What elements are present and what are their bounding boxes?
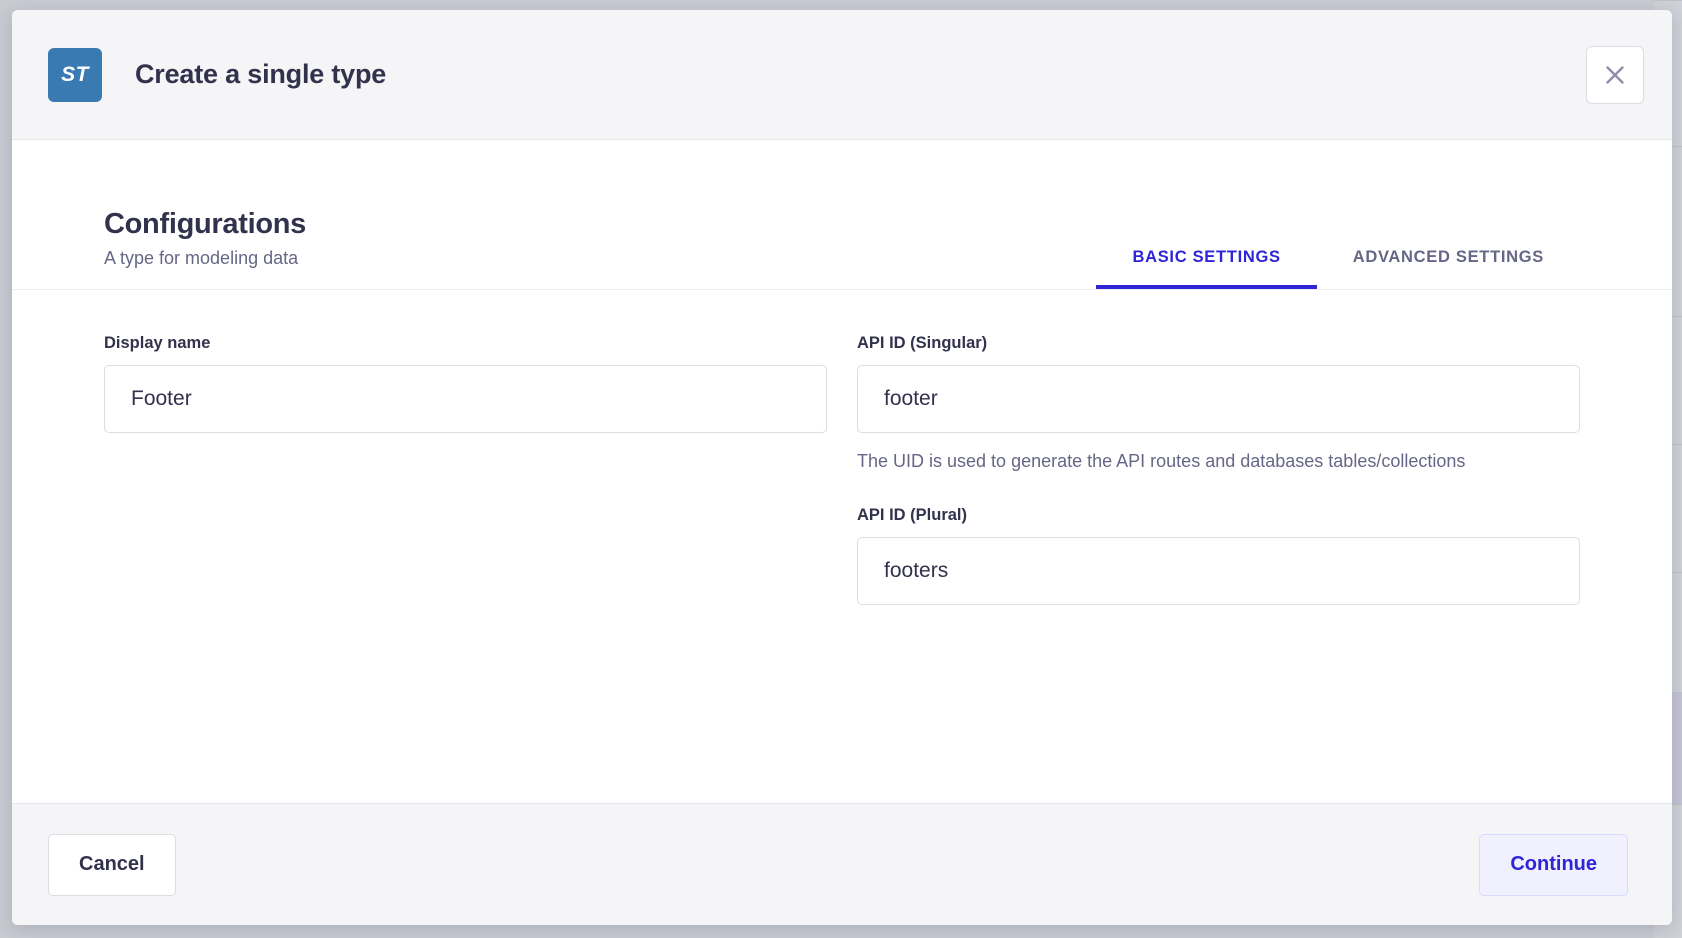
cancel-button[interactable]: Cancel xyxy=(48,833,176,896)
create-single-type-modal: ST Create a single type Configurations A… xyxy=(12,10,1672,925)
form-column-left: Display name xyxy=(104,334,827,631)
tab-basic-settings[interactable]: BASIC SETTINGS xyxy=(1096,248,1317,289)
display-name-input[interactable] xyxy=(104,365,827,433)
close-icon xyxy=(1603,63,1627,87)
configuration-form: Display name API ID (Singular) The UID i… xyxy=(12,290,1672,631)
section-title-group: Configurations A type for modeling data xyxy=(104,208,306,289)
api-id-singular-label: API ID (Singular) xyxy=(857,334,988,352)
api-id-plural-input[interactable] xyxy=(857,537,1580,606)
modal-header: ST Create a single type xyxy=(12,10,1672,140)
form-column-right: API ID (Singular) The UID is used to gen… xyxy=(857,334,1580,631)
continue-button[interactable]: Continue xyxy=(1479,833,1628,896)
single-type-badge: ST xyxy=(48,47,102,102)
modal-body: Configurations A type for modeling data … xyxy=(12,140,1672,803)
api-id-plural-label: API ID (Plural) xyxy=(857,506,968,525)
section-header: Configurations A type for modeling data … xyxy=(12,208,1672,290)
modal-footer: Cancel Continue xyxy=(12,803,1672,925)
field-display-name: Display name xyxy=(104,334,827,433)
display-name-label: Display name xyxy=(104,334,211,352)
api-id-singular-input[interactable] xyxy=(857,365,1580,433)
field-api-id-singular: API ID (Singular) The UID is used to gen… xyxy=(857,334,1580,476)
settings-tabs: BASIC SETTINGS ADVANCED SETTINGS xyxy=(1096,248,1580,289)
modal-title: Create a single type xyxy=(135,59,387,89)
page-subtitle: A type for modeling data xyxy=(104,248,299,268)
tab-advanced-settings[interactable]: ADVANCED SETTINGS xyxy=(1317,248,1580,289)
close-button[interactable] xyxy=(1586,45,1644,104)
field-api-id-plural: API ID (Plural) xyxy=(857,506,1580,606)
api-id-singular-hint: The UID is used to generate the API rout… xyxy=(857,451,1466,471)
page-title: Configurations xyxy=(104,208,307,240)
